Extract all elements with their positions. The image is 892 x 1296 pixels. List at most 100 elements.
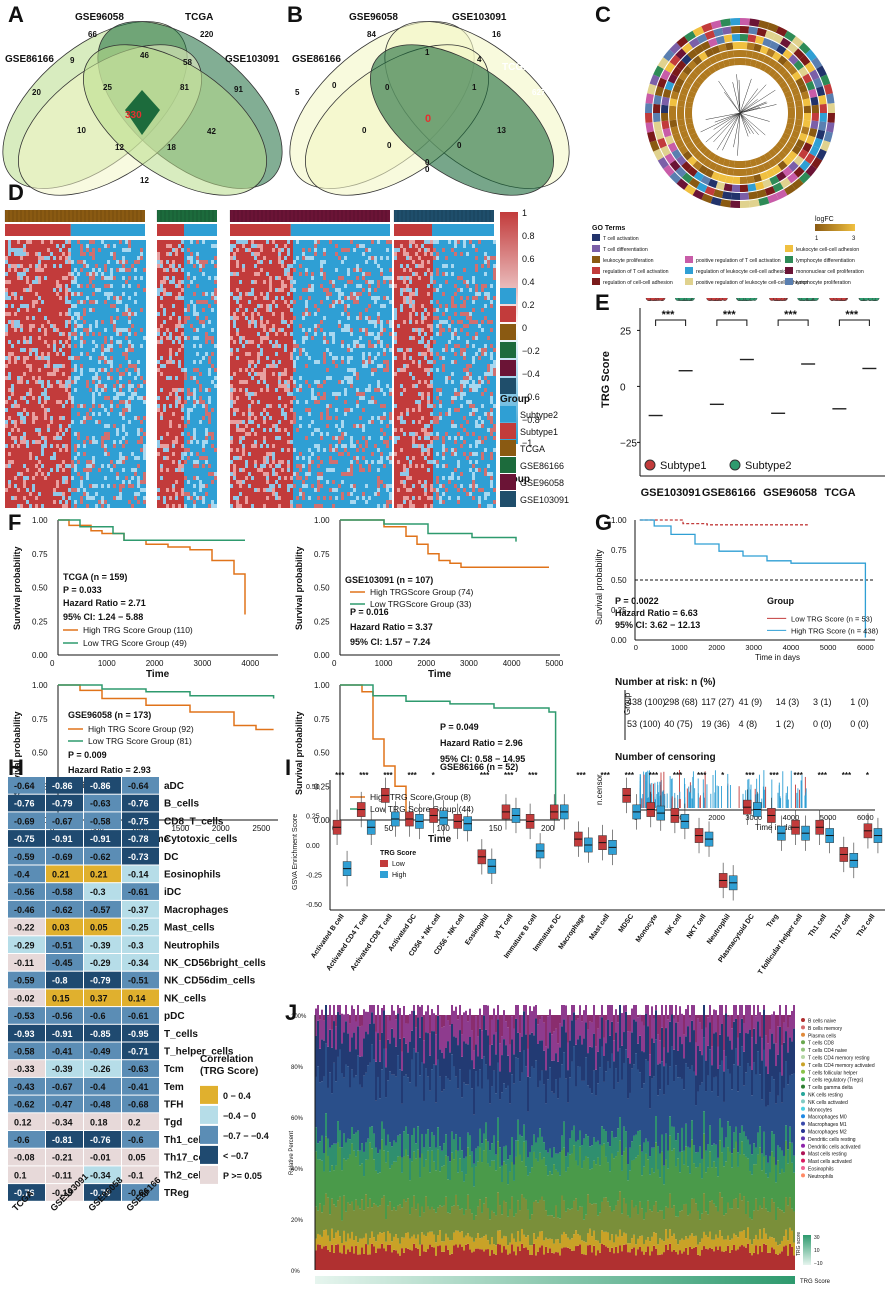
- heat-cell: [214, 492, 217, 496]
- heat-cell: [71, 408, 74, 412]
- heat-cell: [77, 444, 80, 448]
- heat-cell: [302, 260, 305, 264]
- heat-cell: [214, 264, 217, 268]
- heat-cell: [175, 496, 178, 500]
- heat-cell: [113, 316, 116, 320]
- heat-cell: [208, 460, 211, 464]
- group-band: [230, 210, 390, 222]
- heat-cell: [107, 388, 110, 392]
- heat-cell: [211, 324, 214, 328]
- heat-cell: [205, 240, 208, 244]
- heat-cell: [116, 392, 119, 396]
- heat-cell: [122, 296, 125, 300]
- heat-cell: [199, 456, 202, 460]
- heat-cell: [178, 380, 181, 384]
- heat-cell: [137, 504, 140, 508]
- heat-cell: [44, 332, 47, 336]
- heat-cell: [377, 248, 380, 252]
- heat-cell: [134, 368, 137, 372]
- heat-cell: [35, 292, 38, 296]
- heat-cell: [314, 264, 317, 268]
- heat-cell: [143, 436, 146, 440]
- heat-cell: [80, 320, 83, 324]
- heat-cell: [89, 264, 92, 268]
- heat-cell: [199, 256, 202, 260]
- heat-cell: [193, 312, 196, 316]
- heat-cell: [181, 412, 184, 416]
- heat-cell: [92, 304, 95, 308]
- heat-cell: [86, 436, 89, 440]
- heat-cell: [175, 384, 178, 388]
- heat-cell: [335, 256, 338, 260]
- heat-cell: [74, 472, 77, 476]
- heat-cell: [86, 424, 89, 428]
- heat-cell: [214, 316, 217, 320]
- heat-cell: [29, 384, 32, 388]
- heat-cell: [131, 372, 134, 376]
- heat-cell: [140, 456, 143, 460]
- heat-cell: [11, 436, 14, 440]
- heat-cell: [119, 348, 122, 352]
- heat-cell: [205, 272, 208, 276]
- heat-cell: [187, 320, 190, 324]
- heat-cell: [160, 324, 163, 328]
- heat-cell: [26, 396, 29, 400]
- heat-cell: [160, 356, 163, 360]
- heat-cell: [68, 388, 71, 392]
- heat-cell: [11, 340, 14, 344]
- heat-cell: [211, 492, 214, 496]
- heat-cell: [365, 240, 368, 244]
- heat-cell: [32, 384, 35, 388]
- heat-cell: [157, 472, 160, 476]
- heat-cell: [184, 368, 187, 372]
- heat-cell: [29, 492, 32, 496]
- heat-cell: [5, 412, 8, 416]
- heat-cell: [68, 428, 71, 432]
- heat-cell: [184, 264, 187, 268]
- heat-cell: [137, 276, 140, 280]
- heat-cell: [137, 424, 140, 428]
- heat-cell: [71, 504, 74, 508]
- venn-a-count: 25: [103, 83, 112, 92]
- heat-cell: [163, 492, 166, 496]
- heat-cell: [11, 456, 14, 460]
- heat-cell: [125, 448, 128, 452]
- heat-cell: [83, 424, 86, 428]
- heat-cell: [157, 388, 160, 392]
- heat-cell: [208, 296, 211, 300]
- heat-cell: [157, 260, 160, 264]
- heat-cell: [134, 500, 137, 504]
- heat-cell: [80, 452, 83, 456]
- heat-cell: [160, 256, 163, 260]
- heat-cell: [359, 240, 362, 244]
- heat-cell: [98, 396, 101, 400]
- heat-cell: [104, 300, 107, 304]
- heat-cell: [77, 304, 80, 308]
- heat-cell: [341, 240, 344, 244]
- venn-b-count: 0: [387, 141, 392, 150]
- heat-cell: [116, 492, 119, 496]
- heat-cell: [380, 248, 383, 252]
- heat-cell: [128, 300, 131, 304]
- heat-cell: [20, 420, 23, 424]
- heat-cell: [202, 496, 205, 500]
- heat-cell: [157, 504, 160, 508]
- heat-cell: [29, 356, 32, 360]
- heat-cell: [163, 392, 166, 396]
- heat-cell: [199, 252, 202, 256]
- heat-cell: [35, 504, 38, 508]
- heat-cell: [89, 412, 92, 416]
- heat-cell: [86, 440, 89, 444]
- heat-cell: [47, 456, 50, 460]
- heat-cell: [41, 444, 44, 448]
- heat-cell: [101, 480, 104, 484]
- heat-cell: [193, 332, 196, 336]
- heat-cell: [169, 316, 172, 320]
- heat-cell: [11, 268, 14, 272]
- heat-cell: [184, 324, 187, 328]
- heat-cell: [125, 456, 128, 460]
- heat-cell: [205, 504, 208, 508]
- heat-cell: [35, 488, 38, 492]
- heat-cell: [211, 340, 214, 344]
- heat-cell: [160, 320, 163, 324]
